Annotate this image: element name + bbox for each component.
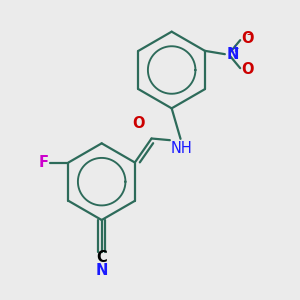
Text: N: N xyxy=(95,263,108,278)
Text: N: N xyxy=(226,47,238,62)
Text: O: O xyxy=(133,116,145,131)
Text: O: O xyxy=(242,62,254,77)
Text: NH: NH xyxy=(170,141,192,156)
Text: +: + xyxy=(231,44,239,55)
Text: O: O xyxy=(242,31,254,46)
Text: -: - xyxy=(247,28,251,41)
Text: F: F xyxy=(38,155,48,170)
Text: C: C xyxy=(96,250,107,265)
